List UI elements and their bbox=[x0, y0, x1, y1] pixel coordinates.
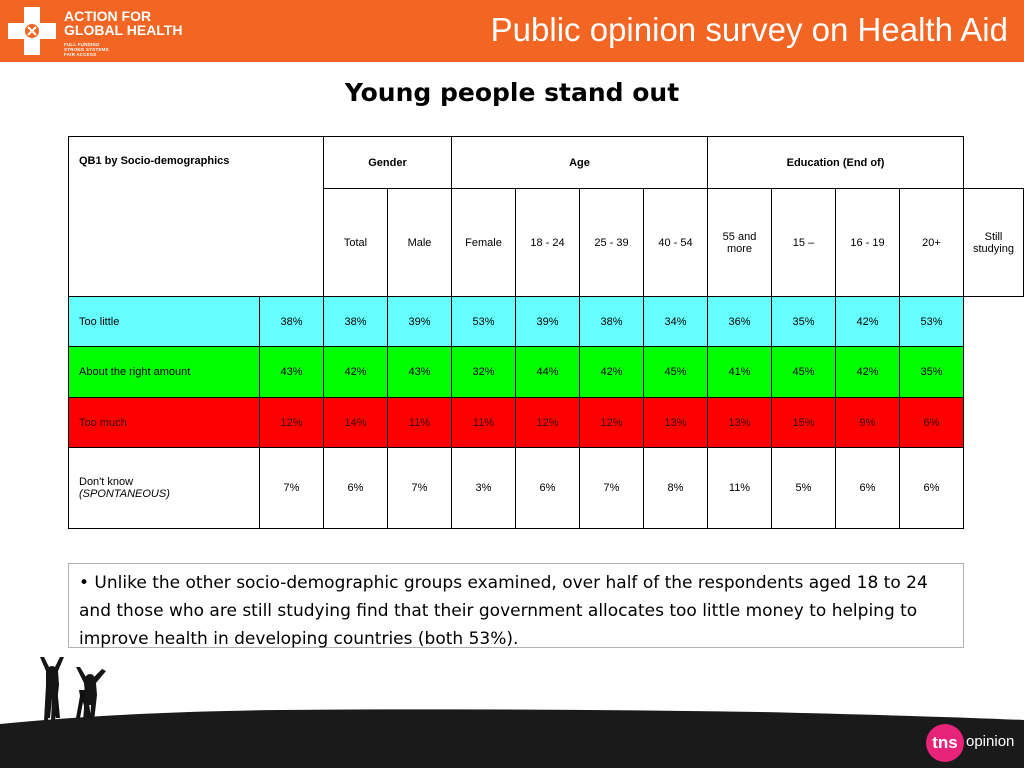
column-header: Still studying bbox=[963, 188, 1024, 297]
header-bar: ACTION FOR GLOBAL HEALTH FULL FUNDING ST… bbox=[0, 0, 1024, 62]
logo-line-2: GLOBAL HEALTH bbox=[64, 22, 183, 38]
slide-title: Young people stand out bbox=[344, 78, 680, 107]
column-header: Total bbox=[323, 188, 388, 297]
table-cell: 6% bbox=[835, 447, 900, 529]
column-header: 20+ bbox=[899, 188, 964, 297]
table-cell: 13% bbox=[643, 397, 708, 448]
table-cell: 43% bbox=[387, 346, 452, 398]
table-cell: 36% bbox=[707, 296, 772, 347]
table-cell: 34% bbox=[643, 296, 708, 347]
table-cell: 7% bbox=[387, 447, 452, 529]
column-header: 25 - 39 bbox=[579, 188, 644, 297]
row-label: Too little bbox=[68, 296, 260, 347]
table-cell: 41% bbox=[707, 346, 772, 398]
table-cell: 43% bbox=[259, 346, 324, 398]
table-cell: 12% bbox=[515, 397, 580, 448]
table-cell: 39% bbox=[515, 296, 580, 347]
table-cell: 6% bbox=[515, 447, 580, 529]
table-cell: 6% bbox=[899, 397, 964, 448]
table-cell: 9% bbox=[835, 397, 900, 448]
table-cell: 45% bbox=[771, 346, 836, 398]
table-row-too-little: Too little 38% 38% 39% 53% 39% 38% 34% 36% 35% 42… bbox=[68, 296, 1024, 347]
logo-tagline-1: FULL FUNDING bbox=[64, 42, 100, 47]
tns-opinion-logo: tns opinion bbox=[926, 724, 1014, 762]
row-label: Don't know (SPONTANEOUS) bbox=[68, 447, 260, 529]
table-cell: 53% bbox=[451, 296, 516, 347]
table-row-right-amount: About the right amount 43% 42% 43% 32% 44% 42… bbox=[68, 346, 1024, 398]
table-cell: 38% bbox=[259, 296, 324, 347]
logo-tagline-3: FAIR ACCESS bbox=[64, 52, 97, 57]
cross-logo-icon bbox=[8, 7, 56, 55]
table-cell: 35% bbox=[899, 346, 964, 398]
children-figures-icon bbox=[40, 657, 106, 721]
table-cell: 35% bbox=[771, 296, 836, 347]
table-cell: 6% bbox=[323, 447, 388, 529]
table-cell: 45% bbox=[643, 346, 708, 398]
table-row-too-much: Too much 12% 14% 11% 11% 12% 12% 13% 13% 15% 9% 6% bbox=[68, 397, 1024, 448]
column-header: 16 - 19 bbox=[835, 188, 900, 297]
question-label: QB1 by Socio-demographics bbox=[68, 136, 324, 297]
group-age: Age bbox=[451, 136, 708, 189]
table-cell: 13% bbox=[707, 397, 772, 448]
logo-tagline-2: STRONG SYSTEMS bbox=[64, 47, 109, 52]
table-cell: 39% bbox=[387, 296, 452, 347]
row-label-sub: (SPONTANEOUS) bbox=[79, 488, 170, 500]
table-cell: 42% bbox=[835, 346, 900, 398]
table-cell: 53% bbox=[899, 296, 964, 347]
table-cell: 11% bbox=[387, 397, 452, 448]
table-cell: 38% bbox=[323, 296, 388, 347]
column-header: 15 – bbox=[771, 188, 836, 297]
table-cell: 14% bbox=[323, 397, 388, 448]
column-header: Male bbox=[387, 188, 452, 297]
logo-wordmark: ACTION FOR GLOBAL HEALTH bbox=[64, 9, 182, 37]
survey-table: QB1 by Socio-demographics Gender Age Edu… bbox=[68, 136, 1024, 529]
row-label: About the right amount bbox=[68, 346, 260, 398]
table-cell: 8% bbox=[643, 447, 708, 529]
table-cell: 15% bbox=[771, 397, 836, 448]
logo-line-1: ACTION FOR bbox=[64, 8, 152, 24]
group-gender: Gender bbox=[323, 136, 452, 189]
table-cell: 42% bbox=[579, 346, 644, 398]
table-cell: 11% bbox=[707, 447, 772, 529]
table-group-header-row: QB1 by Socio-demographics Gender Age Edu… bbox=[68, 136, 1024, 297]
table-row-dont-know: Don't know (SPONTANEOUS) 7% 6% 7% 3% 6% 7% 8% 1… bbox=[68, 447, 1024, 529]
silhouette-banner bbox=[0, 690, 1024, 768]
row-label-main: Don't know bbox=[79, 476, 134, 488]
table-cell: 11% bbox=[451, 397, 516, 448]
tns-circle-mark: tns bbox=[926, 724, 964, 762]
logo-tagline: FULL FUNDING STRONG SYSTEMS FAIR ACCESS bbox=[64, 42, 109, 57]
table-cell: 38% bbox=[579, 296, 644, 347]
summary-note: • Unlike the other socio-demographic gro… bbox=[68, 563, 964, 649]
header-title: Public opinion survey on Health Aid bbox=[490, 11, 1008, 48]
table-column-header-row: Total Male Female 18 - 24 25 - 39 40 - 54 55 a… bbox=[69, 188, 1024, 297]
group-education: Education (End of) bbox=[707, 136, 964, 189]
table-cell: 42% bbox=[323, 346, 388, 398]
table-cell: 3% bbox=[451, 447, 516, 529]
table-cell: 32% bbox=[451, 346, 516, 398]
table-cell: 44% bbox=[515, 346, 580, 398]
column-header: Female bbox=[451, 188, 516, 297]
row-label: Too much bbox=[68, 397, 260, 448]
table-cell: 6% bbox=[899, 447, 964, 529]
table-cell: 7% bbox=[579, 447, 644, 529]
tns-wordmark: opinion bbox=[966, 733, 1015, 750]
table-cell: 12% bbox=[579, 397, 644, 448]
column-header: 55 and more bbox=[707, 188, 772, 297]
table-cell: 5% bbox=[771, 447, 836, 529]
table-cell: 7% bbox=[259, 447, 324, 529]
column-header: 40 - 54 bbox=[643, 188, 708, 297]
table-cell: 12% bbox=[259, 397, 324, 448]
column-header: 18 - 24 bbox=[515, 188, 580, 297]
table-cell: 42% bbox=[835, 296, 900, 347]
